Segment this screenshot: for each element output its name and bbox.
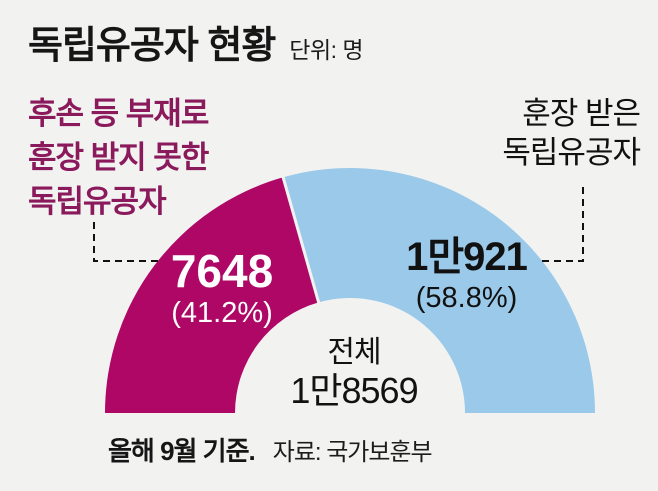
callout-label-line: 훈장 받지 못한	[28, 140, 209, 175]
value-block-unawarded: 7648 (41.2%)	[147, 247, 297, 330]
callout-label-line: 독립유공자	[502, 135, 641, 170]
slice-awarded	[283, 167, 595, 413]
unit-label: 단위: 명	[289, 37, 364, 63]
awarded-value: 1만921	[406, 235, 528, 279]
awarded-percent: (58.8%)	[415, 282, 518, 314]
callout-label-awarded: 훈장 받은 독립유공자	[502, 94, 641, 172]
header: 독립유공자 현황 단위: 명	[28, 22, 364, 70]
callout-label-line: 후손 등 부재로	[28, 96, 209, 131]
total-value: 1만8569	[290, 370, 418, 411]
slice-unawarded	[105, 177, 319, 413]
slice-separator	[280, 174, 321, 306]
footer-source: 자료: 국가보훈부	[272, 439, 433, 466]
callout-label-line: 훈장 받은	[522, 96, 641, 131]
footer: 올해 9월 기준. 자료: 국가보훈부	[108, 431, 433, 468]
unawarded-percent: (41.2%)	[171, 297, 273, 329]
callout-label-unawarded: 후손 등 부재로 훈장 받지 못한 독립유공자	[28, 92, 209, 224]
left-callout-connector	[93, 222, 158, 262]
unawarded-value: 7648	[170, 245, 274, 297]
footer-basis: 올해 9월 기준.	[108, 436, 256, 466]
value-block-total: 전체 1만8569	[274, 334, 434, 411]
page-title: 독립유공자 현황	[28, 25, 276, 67]
total-label: 전체	[327, 336, 381, 369]
right-callout-connector	[540, 187, 584, 262]
callout-label-line: 독립유공자	[28, 184, 167, 219]
value-block-awarded: 1만921 (58.8%)	[389, 234, 544, 315]
